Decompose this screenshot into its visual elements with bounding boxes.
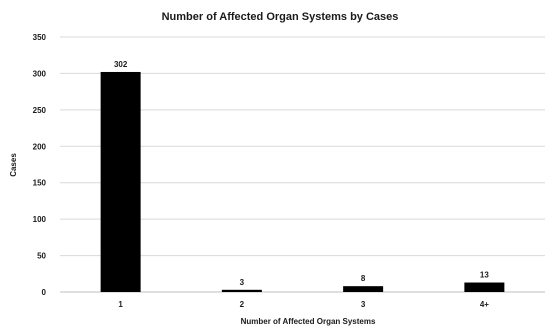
data-label-3: 8 [361,274,366,283]
bars [100,71,505,292]
y-tick-label: 150 [33,179,47,188]
x-tick-label-2: 2 [240,300,245,309]
data-label-2: 3 [240,278,245,287]
data-labels: 302 3 8 13 [114,60,489,287]
y-tick-label: 100 [33,215,47,224]
x-axis-ticks: 1 2 3 4+ [118,300,489,309]
bar-3 [343,286,384,292]
data-label-4+: 13 [480,271,489,280]
x-axis-label: Number of Affected Organ Systems [241,317,376,326]
bar-4+ [464,282,505,292]
y-axis-label: Cases [9,153,18,177]
gridlines [60,36,545,293]
y-tick-label: 250 [33,106,47,115]
y-tick-label: 50 [37,252,46,261]
y-axis-ticks: 0 50 100 150 200 250 300 350 [33,33,47,297]
bar-2 [221,289,262,292]
x-tick-label-1: 1 [118,300,123,309]
chart-title: Number of Affected Organ Systems by Case… [162,11,399,23]
y-tick-label: 0 [42,288,47,297]
y-tick-label: 300 [33,69,47,78]
y-tick-label: 350 [33,33,47,42]
x-tick-label-3: 3 [361,300,366,309]
bar-1 [100,71,141,292]
x-tick-label-4+: 4+ [480,300,489,309]
y-tick-label: 200 [33,142,47,151]
data-label-1: 302 [114,60,128,69]
